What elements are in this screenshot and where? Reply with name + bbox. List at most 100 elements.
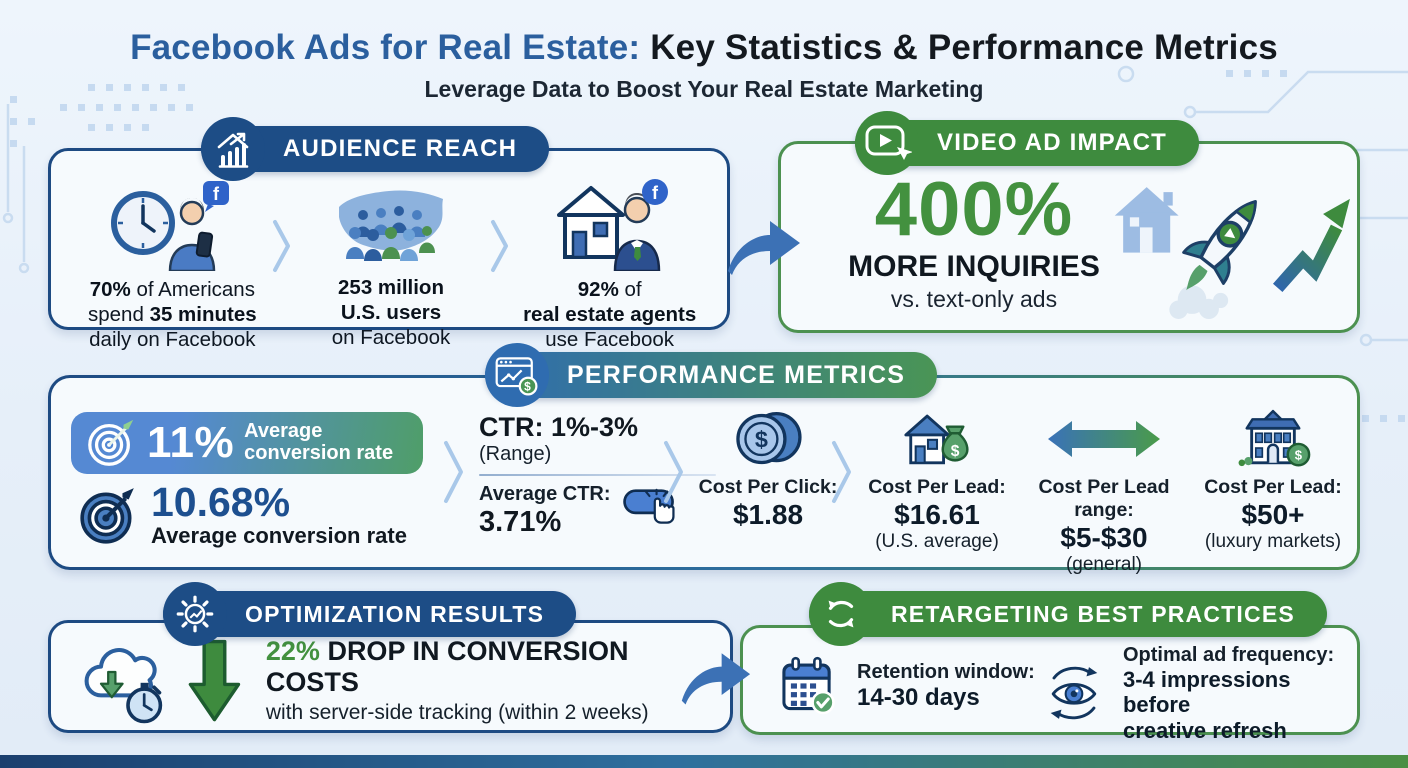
chevron-separator <box>832 441 851 503</box>
cost-note: (luxury markets) <box>1204 531 1342 552</box>
svg-text:$: $ <box>1295 448 1303 463</box>
stat-text: 92% of real estate agents use Facebook <box>523 278 697 351</box>
footer-gradient-bar <box>0 755 1408 768</box>
secondary-value: 10.68% <box>151 479 291 525</box>
average-ctr-value: 3.71% <box>479 506 562 538</box>
conversion-rate-secondary: 10.68% Average conversion rate <box>77 482 407 549</box>
target-icon <box>88 419 134 466</box>
house-chart-icon <box>201 117 265 181</box>
performance-metrics-section: $ PERFORMANCE METRICS 11% Average convers… <box>48 343 1363 575</box>
stat-text: 70% of Americans spend 35 minutes daily … <box>88 278 257 351</box>
section-label: VIDEO AD IMPACT <box>937 129 1168 156</box>
stat-value: 22% <box>265 636 320 666</box>
video-ad-impact-header: VIDEO AD IMPACT <box>855 111 1200 175</box>
crowd <box>346 206 435 261</box>
retargeting-header: RETARGETING BEST PRACTICES <box>809 582 1327 646</box>
refresh-icon <box>809 582 873 646</box>
video-ad-impact-section: VIDEO AD IMPACT 400% MORE INQUIRIES vs. … <box>778 111 1360 333</box>
svg-text:$: $ <box>951 443 960 460</box>
frequency-value-line1: 3-4 impressions before <box>1122 667 1291 718</box>
chevron-separator <box>664 441 683 503</box>
cost-value: $1.88 <box>732 499 804 530</box>
audience-items: f 70% of Americans spend 35 minutes dail… <box>51 151 727 351</box>
performance-metrics-header: $ PERFORMANCE METRICS <box>485 343 938 407</box>
cloud-tracking-icon <box>84 647 163 723</box>
retargeting-section: RETARGETING BEST PRACTICES Retention win… <box>740 582 1360 743</box>
conversion-rate-value: 11% <box>147 418 235 467</box>
mansion-dollar-icon: $ <box>1238 409 1311 467</box>
eye-refresh-icon <box>1050 667 1098 720</box>
conversion-rate-badge: 11% Average conversion rate <box>71 412 423 474</box>
retention-label: Retention window: <box>857 660 1035 683</box>
analytics-dollar-icon: $ <box>485 343 549 407</box>
frequency-label: Optimal ad frequency: <box>1122 644 1335 666</box>
stat-headline: DROP IN CONVERSION COSTS <box>265 636 629 697</box>
dot-grid-top-left <box>10 84 193 147</box>
frequency-value-line2: creative refresh <box>1122 717 1287 743</box>
cost-value: $50+ <box>1241 499 1305 530</box>
ctr-range-note: (Range) <box>479 443 552 465</box>
section-label: OPTIMIZATION RESULTS <box>245 600 545 627</box>
cost-per-lead-luxury-block: $ Cost Per Lead: $50+ (luxury markets) <box>1183 406 1363 553</box>
cost-label: Cost Per Lead: <box>868 476 1006 498</box>
section-label: PERFORMANCE METRICS <box>567 360 906 389</box>
title-dark-part: Key Statistics & Performance Metrics <box>640 28 1278 67</box>
house-agent-facebook-icon: f <box>549 175 671 271</box>
cost-label: Cost Per Lead range: <box>1038 476 1170 521</box>
section-label: AUDIENCE REACH <box>283 135 518 162</box>
gear-chart-icon <box>163 582 227 646</box>
cost-per-lead-us-block: $ Cost Per Lead: $16.61 (U.S. average) <box>852 406 1022 553</box>
smoke-clouds <box>1169 285 1229 319</box>
stat-subtext: vs. text-only ads <box>890 286 1058 313</box>
flow-arrow-right <box>728 221 800 275</box>
title-blue-part: Facebook Ads for Real Estate: <box>130 28 641 67</box>
svg-text:f: f <box>652 183 659 203</box>
cost-value: $16.61 <box>894 499 980 530</box>
ctr-block: CTR: 1%-3% (Range) Average CTR: 3.71% <box>479 412 731 541</box>
cost-per-lead-range-block: Cost Per Lead range: $5-$30 (general) <box>1009 406 1199 576</box>
optimization-content: 22% DROP IN CONVERSION COSTS with server… <box>51 623 730 730</box>
cost-note: (U.S. average) <box>875 531 999 552</box>
average-ctr-label: Average CTR: <box>479 483 611 505</box>
svg-text:$: $ <box>755 426 768 452</box>
cost-value: $5-$30 <box>1060 522 1148 553</box>
conversion-rate-caption: Average conversion rate <box>244 420 394 464</box>
coins-icon: $ <box>736 411 802 465</box>
growth-arrow <box>1272 224 1343 293</box>
retention-window-item: Retention window: 14-30 days <box>777 654 1035 718</box>
svg-text:$: $ <box>524 380 532 394</box>
audience-item-daily-usage: f 70% of Americans spend 35 minutes dail… <box>73 175 272 351</box>
calendar-check-icon <box>782 656 835 715</box>
chevron-separator <box>444 441 463 503</box>
click-button-icon <box>622 488 675 524</box>
retention-value: 14-30 days <box>857 683 980 711</box>
stat-text: 253 million U.S. users on Facebook <box>331 276 451 349</box>
optimization-results-section: OPTIMIZATION RESULTS 22% DROP IN CONVERS… <box>48 582 733 733</box>
svg-text:f: f <box>213 184 220 204</box>
cost-label: Cost Per Click: <box>698 476 838 498</box>
cost-per-click-block: $ Cost Per Click: $1.88 <box>698 406 838 531</box>
audience-reach-section: AUDIENCE REACH f <box>48 117 730 351</box>
chevron-separator <box>490 175 510 317</box>
video-play-icon <box>855 111 919 175</box>
ad-frequency-item: Optimal ad frequency: 3-4 impressions be… <box>1039 644 1357 743</box>
rocket <box>1182 200 1257 291</box>
down-arrow-icon <box>188 639 241 721</box>
stat-value: 400% <box>874 167 1074 252</box>
page-title: Facebook Ads for Real Estate: Key Statis… <box>0 28 1408 68</box>
page-subtitle: Leverage Data to Boost Your Real Estate … <box>424 76 984 102</box>
optimization-stat-text: 22% DROP IN CONVERSION COSTS with server… <box>266 636 720 725</box>
rocket-growth-illustration <box>1114 187 1350 319</box>
double-arrow-icon <box>1048 421 1160 457</box>
chevron-separator <box>272 175 292 317</box>
divider <box>479 474 716 476</box>
audience-item-us-users: 253 million U.S. users on Facebook <box>292 175 491 349</box>
flow-arrow-right <box>681 653 751 705</box>
stat-subtext: with server-side tracking (within 2 week… <box>265 701 649 724</box>
video-stat-block: 400% MORE INQUIRIES vs. text-only ads <box>809 167 1139 313</box>
section-label: RETARGETING BEST PRACTICES <box>891 600 1295 627</box>
cost-note: (general) <box>1065 554 1143 575</box>
us-map-crowd-icon <box>325 175 457 269</box>
ctr-range: CTR: 1%-3% <box>479 412 639 442</box>
